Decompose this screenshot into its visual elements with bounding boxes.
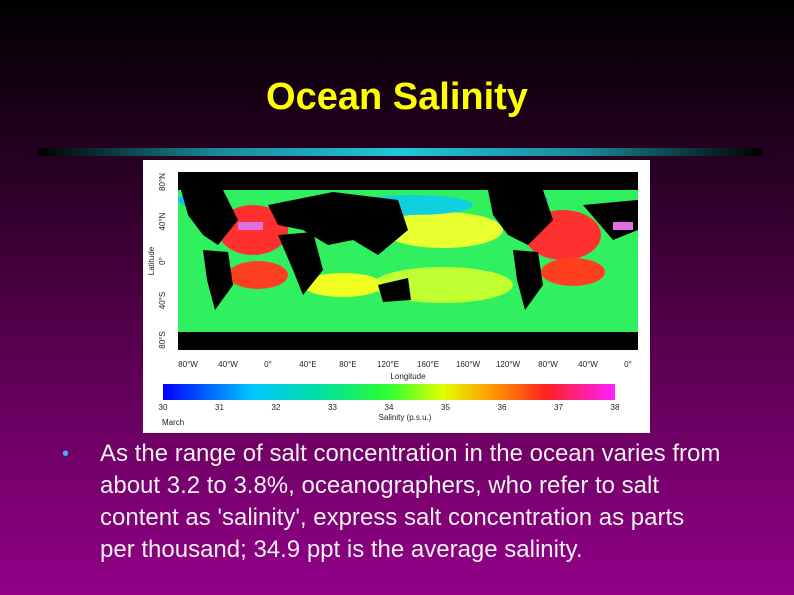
map-image	[178, 172, 638, 350]
salinity-map: Latitude Longitude Salinity (p.s.u.) Mar…	[143, 160, 650, 433]
slide-title: Ocean Salinity	[266, 76, 528, 118]
bullet-marker: •	[62, 443, 70, 465]
color-bar	[163, 384, 615, 400]
colorbar-tick-label: 33	[328, 403, 337, 412]
colorbar-tick-label: 35	[441, 403, 450, 412]
month-label: March	[162, 418, 184, 427]
colorbar-tick-label: 31	[215, 403, 224, 412]
colorbar-label: Salinity (p.s.u.)	[379, 413, 432, 422]
x-tick-label: 80°W	[178, 360, 198, 369]
x-tick-label: 120°E	[377, 360, 399, 369]
colorbar-tick-label: 37	[554, 403, 563, 412]
colorbar-tick-label: 36	[498, 403, 507, 412]
colorbar-tick-label: 34	[385, 403, 394, 412]
y-tick-label: 80°N	[158, 173, 167, 191]
y-axis-label: Latitude	[147, 246, 156, 275]
bullet-text: As the range of salt concentration in th…	[100, 440, 721, 563]
colorbar-tick-label: 32	[272, 403, 281, 412]
x-tick-label: 0°	[624, 360, 632, 369]
x-tick-label: 80°E	[339, 360, 356, 369]
x-tick-label: 0°	[264, 360, 272, 369]
x-tick-label: 40°W	[218, 360, 238, 369]
y-tick-label: 40°S	[158, 292, 167, 309]
title-rule	[38, 148, 762, 156]
y-tick-label: 0°	[158, 257, 167, 265]
x-tick-label: 40°E	[299, 360, 316, 369]
x-tick-label: 120°W	[496, 360, 521, 369]
x-tick-label: 160°W	[456, 360, 481, 369]
bullet-list: • As the range of salt concentration in t…	[62, 438, 722, 566]
x-tick-label: 40°W	[578, 360, 598, 369]
y-tick-label: 40°N	[158, 212, 167, 230]
y-tick-label: 80°S	[158, 331, 167, 348]
x-tick-label: 160°E	[417, 360, 439, 369]
x-axis-label: Longitude	[390, 372, 426, 381]
colorbar-tick-label: 30	[159, 403, 168, 412]
colorbar-tick-label: 38	[611, 403, 620, 412]
x-tick-label: 80°W	[538, 360, 558, 369]
bullet-item: • As the range of salt concentration in t…	[62, 438, 722, 566]
